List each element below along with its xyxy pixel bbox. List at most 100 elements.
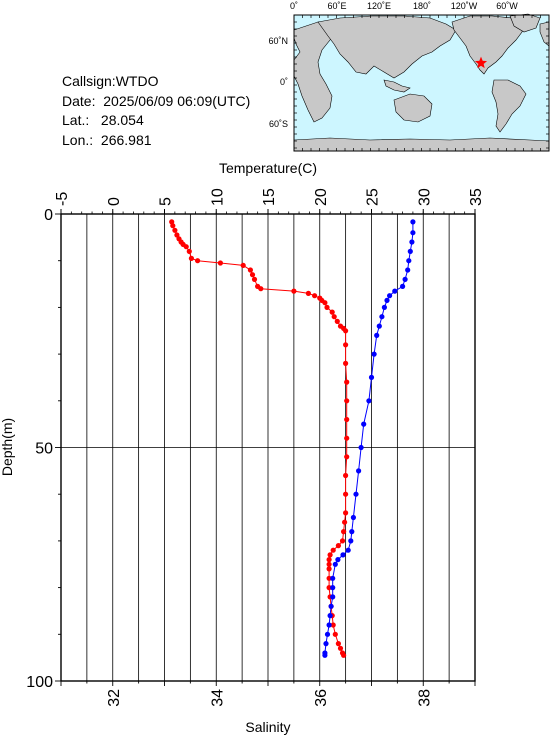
temperature-point xyxy=(330,622,336,628)
salinity-point xyxy=(348,538,354,544)
salinity-point xyxy=(350,514,356,521)
temperature-point xyxy=(343,342,349,348)
temperature-point xyxy=(344,454,350,460)
temperature-tick-label: -5 xyxy=(54,192,71,206)
temperature-point xyxy=(335,641,341,647)
salinity-point xyxy=(328,603,334,609)
temperature-point xyxy=(344,435,350,441)
temperature-point xyxy=(312,293,318,299)
map-labels: 0˚ 60˚E 120˚E 180˚ 120˚W 60˚W 60˚N 0˚ 60… xyxy=(268,1,518,129)
location-star xyxy=(474,56,488,69)
temperature-point xyxy=(342,519,348,525)
temperature-point xyxy=(172,227,178,233)
temperature-point xyxy=(322,300,328,306)
salinity-point xyxy=(384,297,390,303)
salinity-point xyxy=(324,631,331,637)
depth-axis-label: Depth(m) xyxy=(0,418,15,476)
salinity-point xyxy=(402,276,408,282)
map-lat-label: 60˚S xyxy=(269,119,288,129)
temperature-point xyxy=(249,272,256,278)
map-lat-label: 0˚ xyxy=(280,77,288,87)
longitude-text: Lon.: 266.981 xyxy=(62,131,152,148)
temperature-point xyxy=(247,267,253,273)
temperature-point xyxy=(174,232,180,238)
depth-tick-label: 0 xyxy=(44,207,53,224)
temperature-point xyxy=(326,575,332,581)
temperature-point xyxy=(326,585,332,591)
temperature-point xyxy=(343,472,349,479)
salinity-point xyxy=(361,421,367,427)
salinity-tick-label: 36 xyxy=(313,689,330,707)
temperature-point xyxy=(195,258,201,264)
map-lat-label: 60˚N xyxy=(268,36,288,46)
temperature-point xyxy=(326,557,332,563)
temperature-tick-label: 25 xyxy=(365,188,382,206)
chart-series xyxy=(169,219,416,658)
temperature-point xyxy=(251,276,258,282)
temperature-point xyxy=(305,290,311,296)
salinity-tick-label: 32 xyxy=(106,689,123,707)
map-landmass xyxy=(383,79,411,93)
salinity-line xyxy=(324,221,414,656)
map-lon-label: 0˚ xyxy=(290,1,298,11)
temperature-point xyxy=(258,286,264,292)
temperature-tick-label: 30 xyxy=(416,188,433,206)
salinity-point xyxy=(406,258,412,264)
temperature-axis-label: Temperature(C) xyxy=(219,160,317,176)
salinity-point xyxy=(410,230,416,236)
temperature-tick-label: 15 xyxy=(261,188,278,206)
temperature-point xyxy=(331,314,337,320)
salinity-point xyxy=(327,613,333,619)
temperature-point xyxy=(186,248,192,254)
salinity-tick-label: 34 xyxy=(209,689,226,707)
temperature-point xyxy=(240,262,246,268)
temperature-point xyxy=(343,328,349,334)
salinity-point xyxy=(326,622,332,628)
salinity-point xyxy=(356,468,362,474)
temperature-point xyxy=(327,552,333,558)
salinity-point xyxy=(340,552,346,558)
date-text: Date: 2025/06/09 06:09(UTC) xyxy=(62,92,251,109)
map-lon-label: 120˚W xyxy=(451,1,478,11)
chart-grid xyxy=(61,214,475,681)
temperature-point xyxy=(343,491,349,497)
salinity-point xyxy=(409,239,415,245)
map-lon-label: 60˚W xyxy=(496,1,518,11)
salinity-axis-label: Salinity xyxy=(245,719,290,735)
temperature-tick-label: 20 xyxy=(313,188,330,206)
depth-axis: 0 50 100 xyxy=(26,207,61,691)
temperature-point xyxy=(330,547,336,553)
temperature-point xyxy=(188,255,194,261)
map-frame xyxy=(293,13,550,152)
temperature-point xyxy=(344,398,350,404)
temperature-point xyxy=(335,543,341,549)
temperature-point xyxy=(170,223,176,229)
temperature-point xyxy=(344,379,350,385)
salinity-point xyxy=(322,652,328,658)
temperature-point xyxy=(334,318,340,324)
temperature-point xyxy=(339,538,346,544)
temperature-point xyxy=(341,529,347,535)
temperature-point xyxy=(329,309,335,315)
map-lon-label: 120˚E xyxy=(367,1,391,11)
salinity-point xyxy=(379,314,385,320)
salinity-point xyxy=(407,248,413,254)
temperature-point xyxy=(324,304,330,310)
temperature-point xyxy=(332,631,338,637)
salinity-point xyxy=(335,557,341,563)
salinity-point xyxy=(330,575,336,581)
salinity-point xyxy=(410,219,416,225)
latitude-text: Lat.: 28.054 xyxy=(62,112,144,128)
temperature-point xyxy=(337,645,344,651)
salinity-point xyxy=(330,594,336,600)
callsign-text: Callsign:WTDO xyxy=(62,73,159,89)
depth-tick-label: 100 xyxy=(26,674,53,691)
depth-tick-label: 50 xyxy=(35,441,53,458)
salinity-point xyxy=(349,529,355,535)
salinity-point xyxy=(387,293,393,299)
map-lon-label: 180˚ xyxy=(413,1,431,11)
temperature-point xyxy=(326,561,332,567)
temperature-point xyxy=(217,260,223,266)
